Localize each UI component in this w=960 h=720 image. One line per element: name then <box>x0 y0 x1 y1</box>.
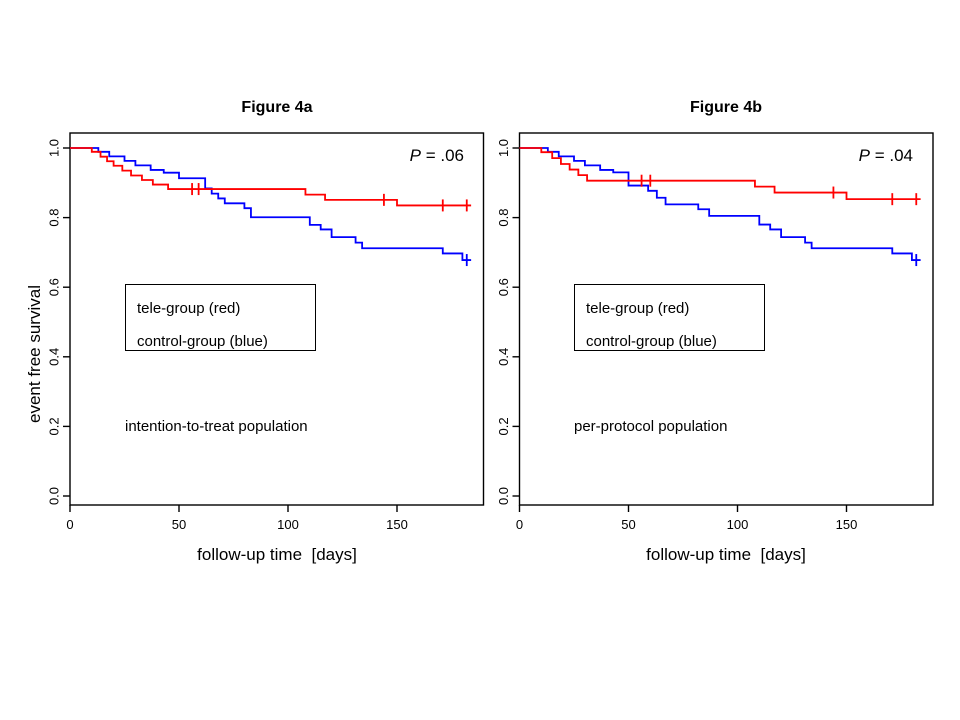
x-axis-tick-label: 0 <box>516 517 523 532</box>
survival-curve-tele-group <box>70 147 472 207</box>
legend-item-control-group: control-group (blue) <box>586 333 717 350</box>
y-axis-label: event free survival <box>25 285 44 423</box>
panel-b-legend-box: tele-group (red) control-group (blue) <box>574 284 765 351</box>
legend-item-tele-group: tele-group (red) <box>137 300 241 317</box>
legend-item-tele-group: tele-group (red) <box>586 300 690 317</box>
x-axis-tick-label: 50 <box>172 517 186 532</box>
panel-b-title: Figure 4b <box>689 99 762 116</box>
plot-group-b: 0 50 100 150 0.0 0.2 0.4 0.6 0.8 1.0 <box>496 132 934 532</box>
p-symbol: P <box>858 146 870 165</box>
panel-figure-4b: Figure 4b P = .04 tele-group (red) contr… <box>519 0 933 720</box>
panel-a-legend-box: tele-group (red) control-group (blue) <box>125 284 316 351</box>
plot-group-a: 0 50 100 150 0.0 0.2 0.4 0.6 0.8 1.0 <box>47 132 485 532</box>
y-axis-tick-label: 1.0 <box>496 139 511 157</box>
panel-a-population-label: intention-to-treat population <box>125 418 308 435</box>
y-axis-tick-label: 0.8 <box>47 209 62 227</box>
panel-figure-4a: Figure 4a P = .06 tele-group (red) contr… <box>70 0 484 720</box>
panel-b-p-value: P = .04 <box>859 146 913 166</box>
p-symbol: P <box>409 146 421 165</box>
x-axis-tick-label: 100 <box>277 517 299 532</box>
plot-border <box>518 132 934 506</box>
survival-curve-control-group <box>70 147 472 261</box>
y-axis-tick-label: 0.0 <box>496 487 511 505</box>
x-axis-tick-label: 150 <box>836 517 858 532</box>
panel-b-population-label: per-protocol population <box>574 418 728 435</box>
panel-a-title: Figure 4a <box>241 99 313 116</box>
y-axis-tick-label: 0.8 <box>496 209 511 227</box>
survival-curve-tele-group <box>519 147 921 201</box>
plot-border <box>69 132 485 506</box>
y-axis-tick-label: 0.6 <box>496 278 511 296</box>
p-value-text: = .04 <box>869 146 913 165</box>
x-axis-tick-label: 50 <box>621 517 635 532</box>
p-value-text: = .06 <box>420 146 464 165</box>
y-axis-tick-label: 1.0 <box>47 139 62 157</box>
y-axis-tick-label: 0.2 <box>47 417 62 435</box>
x-axis-tick-label: 0 <box>66 517 73 532</box>
panel-a-x-axis-label: follow-up time [days] <box>197 545 357 564</box>
x-axis-tick-label: 100 <box>727 517 749 532</box>
y-axis-tick-label: 0.4 <box>47 348 62 366</box>
y-axis-tick-label: 0.6 <box>47 278 62 296</box>
panel-b-x-axis-label: follow-up time [days] <box>646 545 806 564</box>
legend-item-control-group: control-group (blue) <box>137 333 268 350</box>
y-axis-tick-label: 0.0 <box>47 487 62 505</box>
x-axis-tick-label: 150 <box>386 517 408 532</box>
survival-curve-control-group <box>519 147 921 261</box>
panel-a-p-value: P = .06 <box>410 146 464 166</box>
y-axis-tick-label: 0.2 <box>496 417 511 435</box>
y-axis-tick-label: 0.4 <box>496 348 511 366</box>
